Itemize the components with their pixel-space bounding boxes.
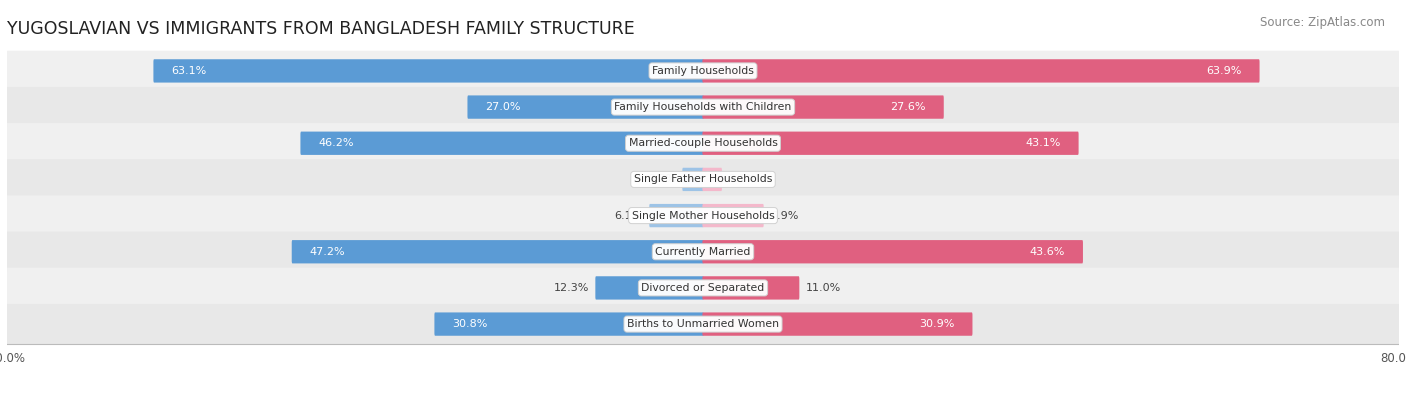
FancyBboxPatch shape bbox=[703, 204, 763, 227]
FancyBboxPatch shape bbox=[7, 87, 1399, 127]
Text: Single Father Households: Single Father Households bbox=[634, 175, 772, 184]
Text: 27.6%: 27.6% bbox=[890, 102, 925, 112]
Text: Family Households with Children: Family Households with Children bbox=[614, 102, 792, 112]
Text: 47.2%: 47.2% bbox=[309, 247, 346, 257]
FancyBboxPatch shape bbox=[301, 132, 703, 155]
Text: 43.6%: 43.6% bbox=[1029, 247, 1064, 257]
FancyBboxPatch shape bbox=[153, 59, 703, 83]
FancyBboxPatch shape bbox=[7, 196, 1399, 236]
Text: 6.1%: 6.1% bbox=[614, 211, 643, 220]
Text: 2.3%: 2.3% bbox=[648, 175, 676, 184]
FancyBboxPatch shape bbox=[703, 312, 973, 336]
Text: 30.8%: 30.8% bbox=[453, 319, 488, 329]
Text: 43.1%: 43.1% bbox=[1025, 138, 1060, 148]
FancyBboxPatch shape bbox=[703, 132, 1078, 155]
Text: 63.1%: 63.1% bbox=[172, 66, 207, 76]
FancyBboxPatch shape bbox=[7, 51, 1399, 91]
FancyBboxPatch shape bbox=[703, 276, 800, 299]
FancyBboxPatch shape bbox=[7, 123, 1399, 164]
Text: Single Mother Households: Single Mother Households bbox=[631, 211, 775, 220]
FancyBboxPatch shape bbox=[7, 304, 1399, 344]
FancyBboxPatch shape bbox=[703, 59, 1260, 83]
FancyBboxPatch shape bbox=[703, 96, 943, 119]
Text: 46.2%: 46.2% bbox=[319, 138, 354, 148]
Text: Divorced or Separated: Divorced or Separated bbox=[641, 283, 765, 293]
Text: Married-couple Households: Married-couple Households bbox=[628, 138, 778, 148]
FancyBboxPatch shape bbox=[434, 312, 703, 336]
Text: 30.9%: 30.9% bbox=[920, 319, 955, 329]
FancyBboxPatch shape bbox=[682, 168, 703, 191]
Text: 6.9%: 6.9% bbox=[770, 211, 799, 220]
Text: YUGOSLAVIAN VS IMMIGRANTS FROM BANGLADESH FAMILY STRUCTURE: YUGOSLAVIAN VS IMMIGRANTS FROM BANGLADES… bbox=[7, 19, 634, 38]
FancyBboxPatch shape bbox=[703, 168, 721, 191]
FancyBboxPatch shape bbox=[595, 276, 703, 299]
Text: 12.3%: 12.3% bbox=[554, 283, 589, 293]
FancyBboxPatch shape bbox=[467, 96, 703, 119]
FancyBboxPatch shape bbox=[650, 204, 703, 227]
Text: 63.9%: 63.9% bbox=[1206, 66, 1241, 76]
Text: 11.0%: 11.0% bbox=[806, 283, 841, 293]
Text: 2.1%: 2.1% bbox=[728, 175, 756, 184]
Text: Family Households: Family Households bbox=[652, 66, 754, 76]
FancyBboxPatch shape bbox=[703, 240, 1083, 263]
Text: Source: ZipAtlas.com: Source: ZipAtlas.com bbox=[1260, 16, 1385, 29]
FancyBboxPatch shape bbox=[7, 268, 1399, 308]
FancyBboxPatch shape bbox=[7, 159, 1399, 199]
Text: Currently Married: Currently Married bbox=[655, 247, 751, 257]
FancyBboxPatch shape bbox=[7, 231, 1399, 272]
FancyBboxPatch shape bbox=[291, 240, 703, 263]
Text: 27.0%: 27.0% bbox=[485, 102, 522, 112]
Text: Births to Unmarried Women: Births to Unmarried Women bbox=[627, 319, 779, 329]
